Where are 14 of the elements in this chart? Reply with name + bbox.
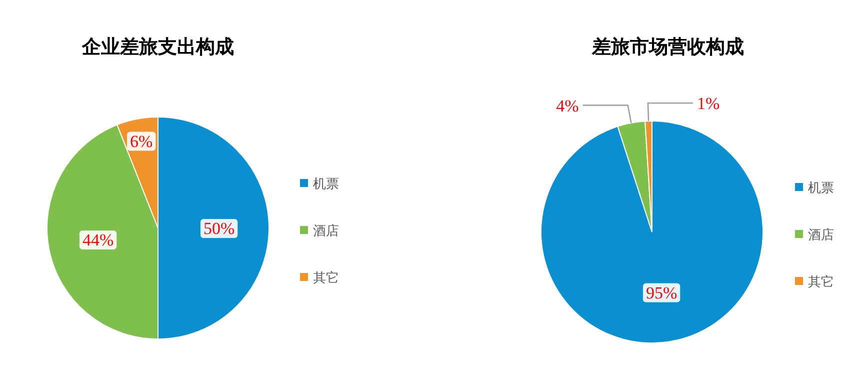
- legend-label: 机票: [313, 177, 339, 192]
- data-label: 44%: [82, 230, 114, 250]
- data-label: 95%: [646, 283, 678, 302]
- data-label: 6%: [130, 132, 153, 151]
- legend-label: 其它: [808, 274, 834, 290]
- chart-title: 差旅市场营收构成: [591, 36, 744, 58]
- legend-label: 酒店: [808, 227, 834, 243]
- data-label: 50%: [203, 219, 235, 238]
- data-label: 1%: [696, 94, 720, 114]
- legend-label: 其它: [313, 270, 339, 286]
- legend-label: 酒店: [313, 223, 339, 239]
- chart-title: 企业差旅支出构成: [81, 36, 234, 58]
- legend-label: 机票: [808, 181, 834, 196]
- data-label: 4%: [556, 96, 579, 116]
